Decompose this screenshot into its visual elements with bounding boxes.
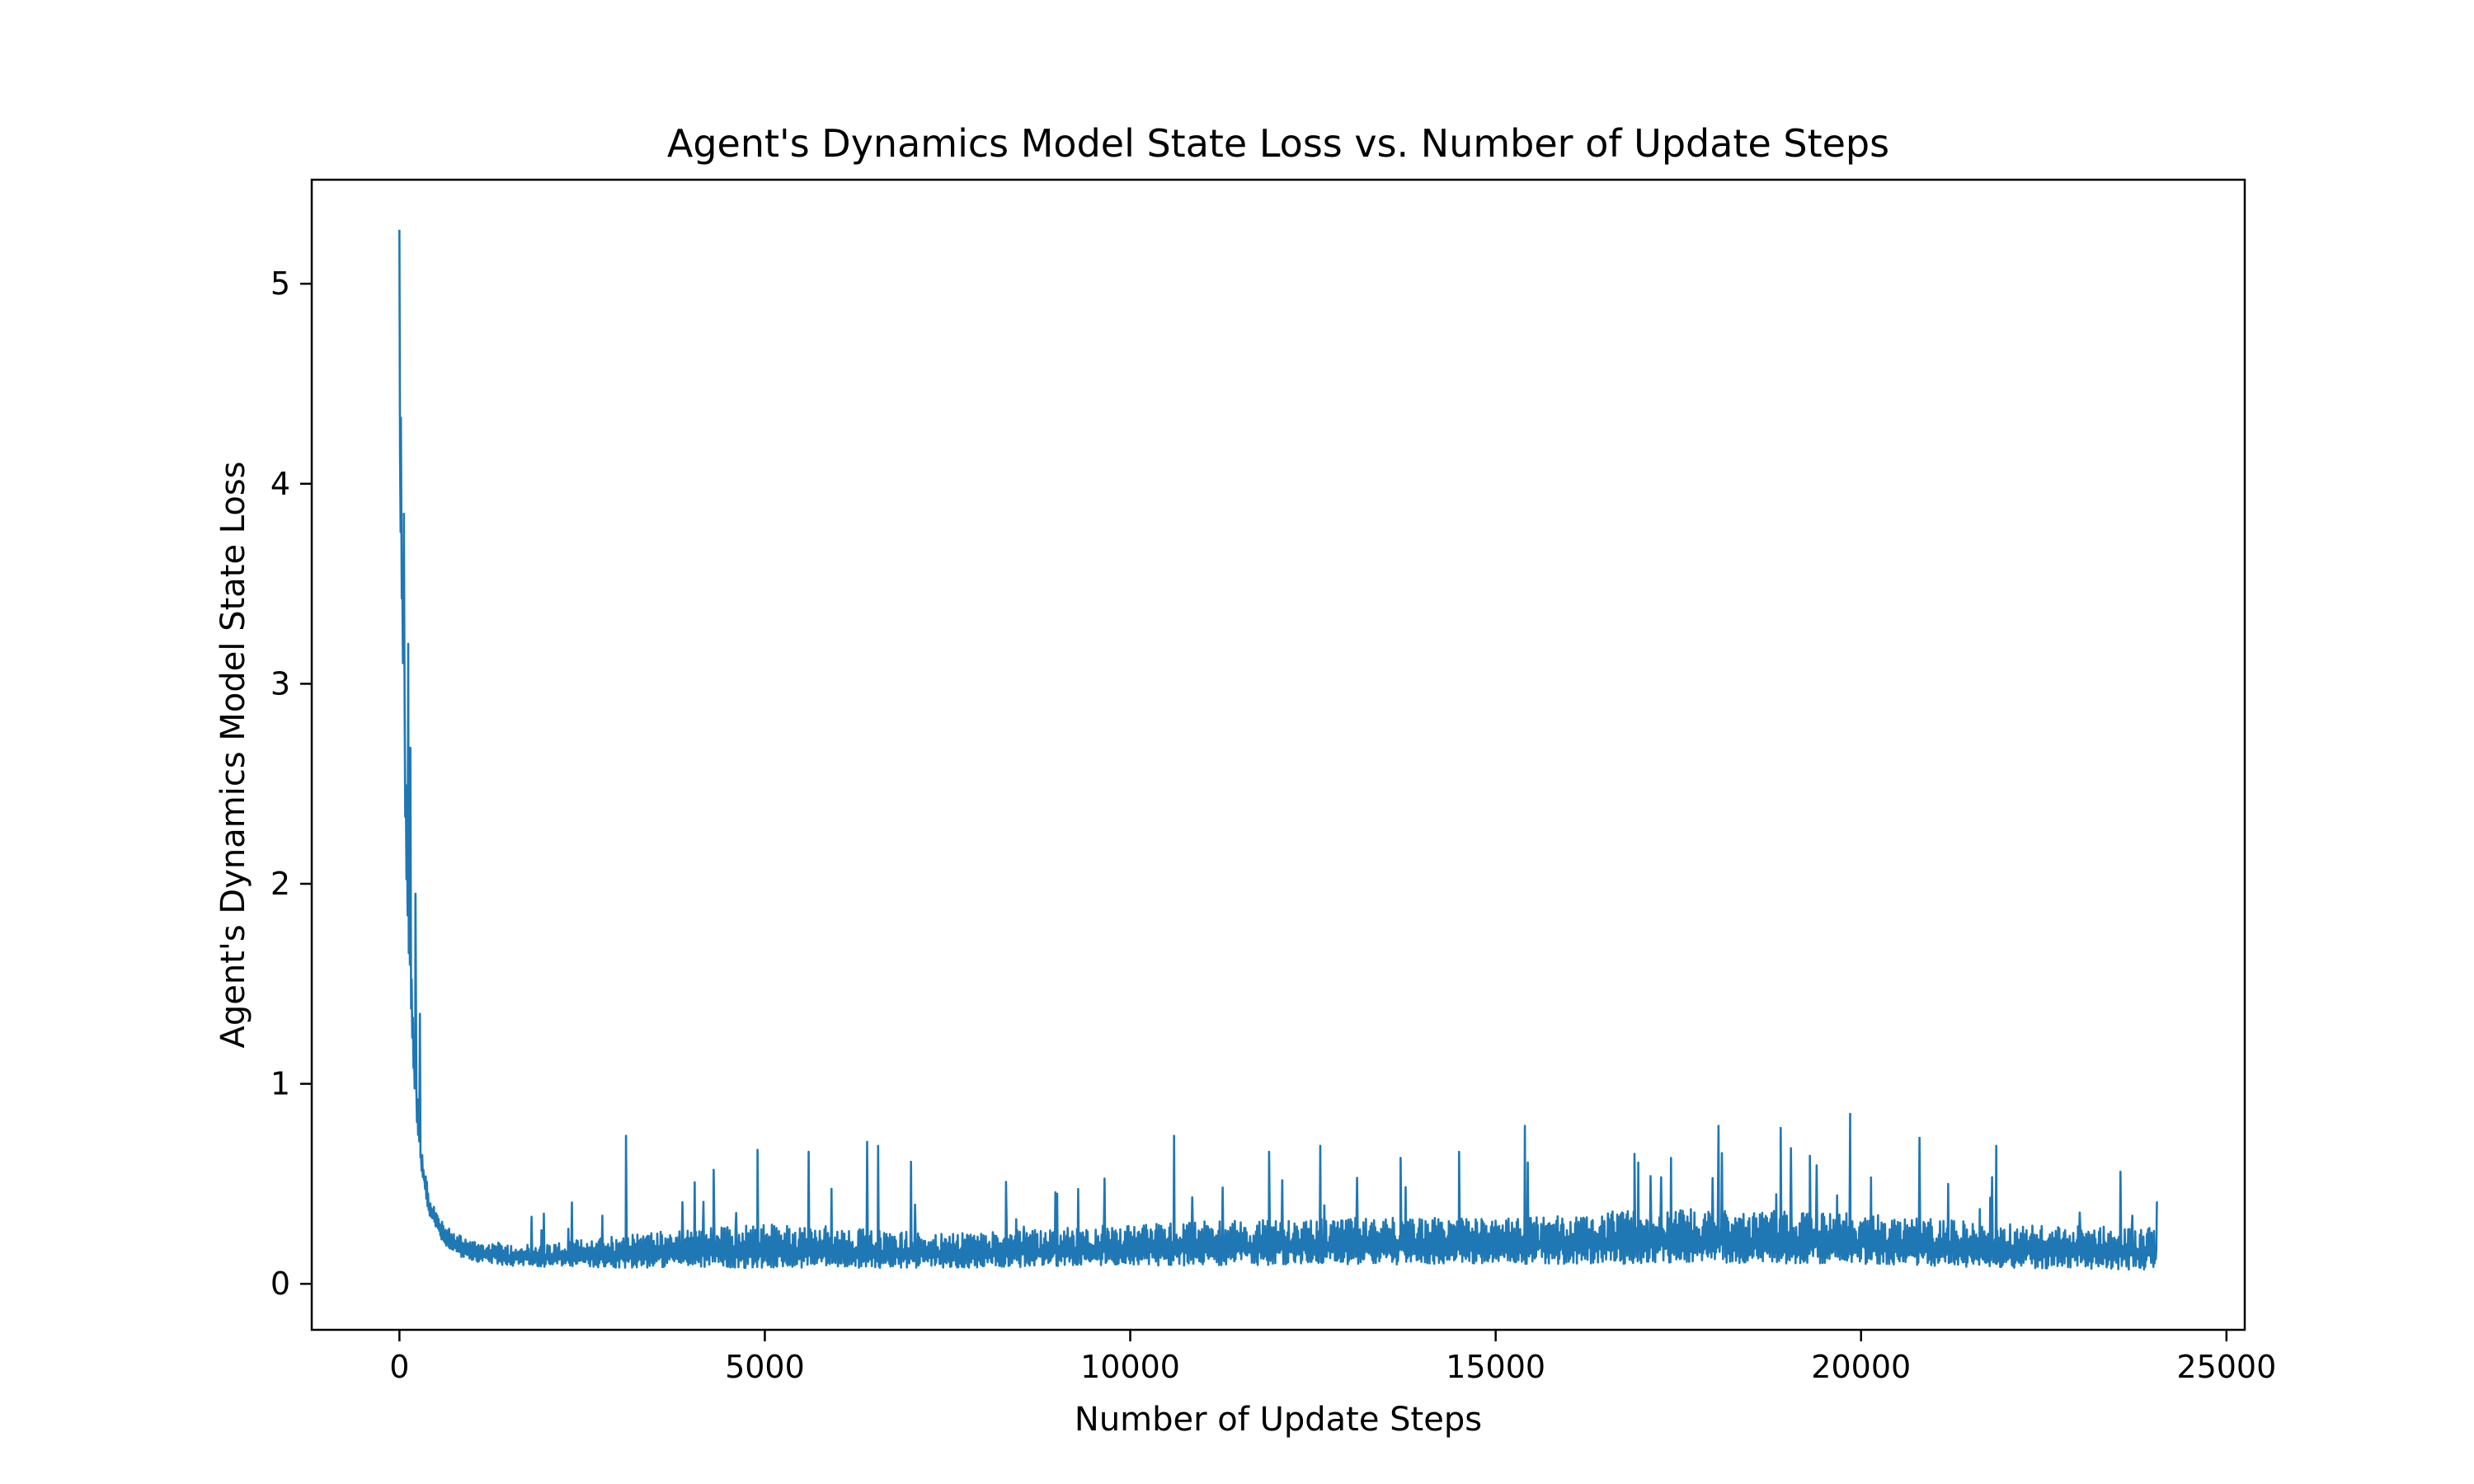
y-tick-label: 5 xyxy=(270,265,290,302)
plot-area xyxy=(310,178,2246,1331)
x-tick-label: 25000 xyxy=(2176,1349,2276,1385)
y-tick-label: 2 xyxy=(270,866,290,902)
y-axis: 0 1 2 3 4 5 xyxy=(270,265,312,1302)
x-tick-label: 10000 xyxy=(1080,1349,1180,1385)
y-axis-label: Agent's Dynamics Model State Loss xyxy=(214,461,252,1048)
x-axis-label: Number of Update Steps xyxy=(1075,1401,1482,1439)
x-tick-label: 0 xyxy=(389,1349,409,1385)
y-tick-label: 4 xyxy=(270,466,290,502)
chart-title: Agent's Dynamics Model State Loss vs. Nu… xyxy=(667,121,1889,166)
y-tick-label: 3 xyxy=(270,665,290,702)
y-tick-label: 1 xyxy=(270,1066,290,1102)
plot-frame xyxy=(310,178,2246,1331)
series-layer xyxy=(397,229,2158,1270)
y-tick-label: 0 xyxy=(270,1266,290,1302)
x-tick-label: 5000 xyxy=(725,1349,805,1385)
x-axis: 0 5000 10000 15000 20000 25000 xyxy=(389,1330,2276,1385)
series-line xyxy=(397,229,2158,1270)
x-tick-label: 15000 xyxy=(1446,1349,1545,1385)
x-tick-label: 20000 xyxy=(1811,1349,1911,1385)
